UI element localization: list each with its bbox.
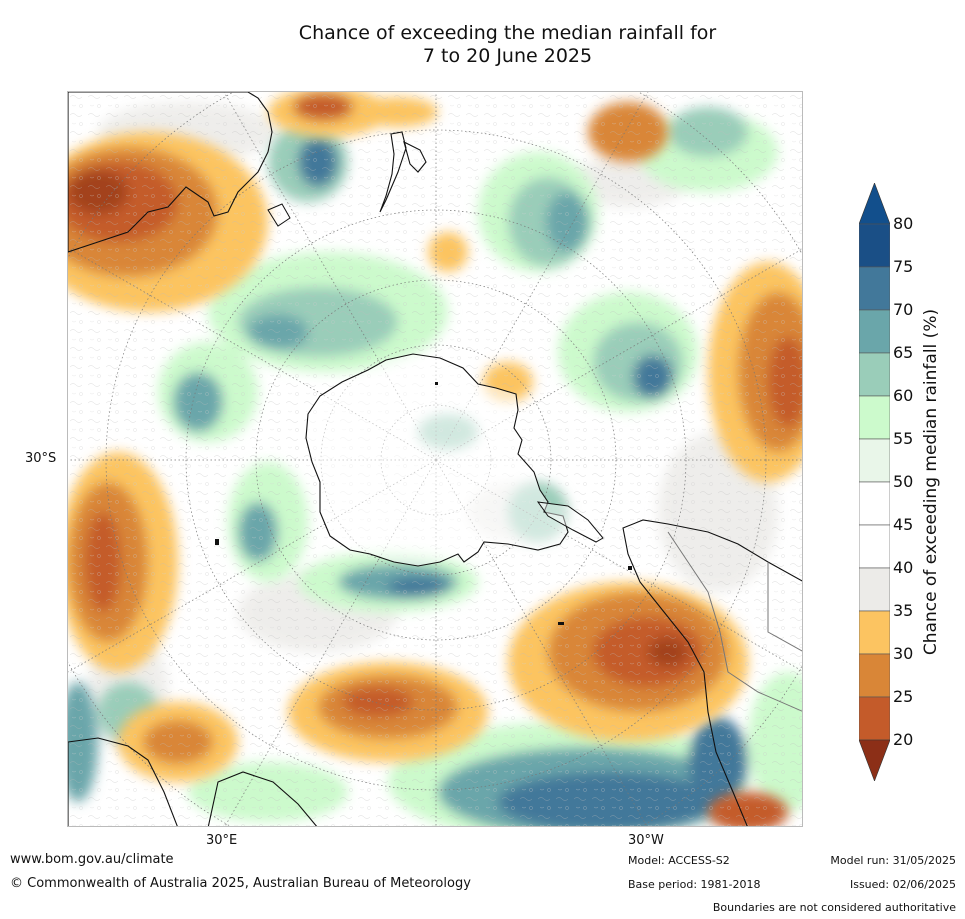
colorbar-segment-25-30 <box>859 653 890 698</box>
colorbar-tick-45: 45 <box>893 515 914 534</box>
colorbar-segment-70-75 <box>859 266 890 311</box>
south-america-coastline <box>622 519 802 826</box>
small-islands <box>215 382 632 625</box>
copyright-notice: © Commonwealth of Australia 2025, Austra… <box>10 876 471 891</box>
boundaries-disclaimer: Boundaries are not considered authoritat… <box>712 901 956 914</box>
colorbar-segment-40-45 <box>859 524 890 569</box>
australia-coastline <box>68 92 273 253</box>
colorbar-segment-50-55 <box>859 438 890 483</box>
colorbar-tick-80: 80 <box>893 214 914 233</box>
map-title: Chance of exceeding the median rainfall … <box>0 22 965 68</box>
model-run-date: Model run: 31/05/2025 <box>830 854 956 867</box>
colorbar-over-80-triangle <box>859 183 890 225</box>
rainfall-map[interactable] <box>67 91 803 827</box>
colorbar-tick-25: 25 <box>893 687 914 706</box>
colorbar-segment-55-60 <box>859 395 890 440</box>
colorbar-tick-70: 70 <box>893 300 914 319</box>
colorbar-tick-65: 65 <box>893 343 914 362</box>
rainfall-map-canvas <box>68 92 802 826</box>
colorbar-tick-40: 40 <box>893 558 914 577</box>
colorbar-segment-20-25 <box>859 696 890 741</box>
longitude-label-30w: 30°W <box>628 833 664 848</box>
antarctica-coastline <box>305 353 569 567</box>
antarctic-peninsula-coastline <box>536 501 604 543</box>
tasmania-coastline <box>267 203 291 227</box>
colorbar-tick-55: 55 <box>893 429 914 448</box>
colorbar-segment-35-40 <box>859 567 890 612</box>
colorbar-tick-75: 75 <box>893 257 914 276</box>
base-period: Base period: 1981-2018 <box>628 878 761 891</box>
colorbar-segment-65-70 <box>859 309 890 354</box>
colorbar-title-text: Chance of exceeding median rainfall (%) <box>921 308 941 656</box>
colorbar-tick-30: 30 <box>893 644 914 663</box>
map-title-line-1: Chance of exceeding the median rainfall … <box>298 22 717 44</box>
longitude-label-30e: 30°E <box>206 833 238 848</box>
colorbar-segment-30-35 <box>859 610 890 655</box>
issued-date: Issued: 02/06/2025 <box>849 878 956 891</box>
south-america-borders <box>667 531 802 712</box>
new-zealand-coastline <box>379 131 427 213</box>
colorbar-tick-60: 60 <box>893 386 914 405</box>
africa-coastline <box>68 737 318 826</box>
colorbar-under-20-triangle <box>859 739 890 781</box>
latitude-label-30s: 30°S <box>25 451 57 466</box>
colorbar <box>859 183 890 781</box>
colorbar-segment-45-50 <box>859 481 890 526</box>
colorbar-tick-50: 50 <box>893 472 914 491</box>
colorbar-tick-20: 20 <box>893 730 914 749</box>
colorbar-segment-60-65 <box>859 352 890 397</box>
bom-website-link[interactable]: www.bom.gov.au/climate <box>10 852 174 867</box>
colorbar-segment-75-80 <box>859 223 890 268</box>
model-name: Model: ACCESS-S2 <box>628 854 730 867</box>
map-title-line-2: 7 to 20 June 2025 <box>422 45 593 67</box>
colorbar-tick-35: 35 <box>893 601 914 620</box>
